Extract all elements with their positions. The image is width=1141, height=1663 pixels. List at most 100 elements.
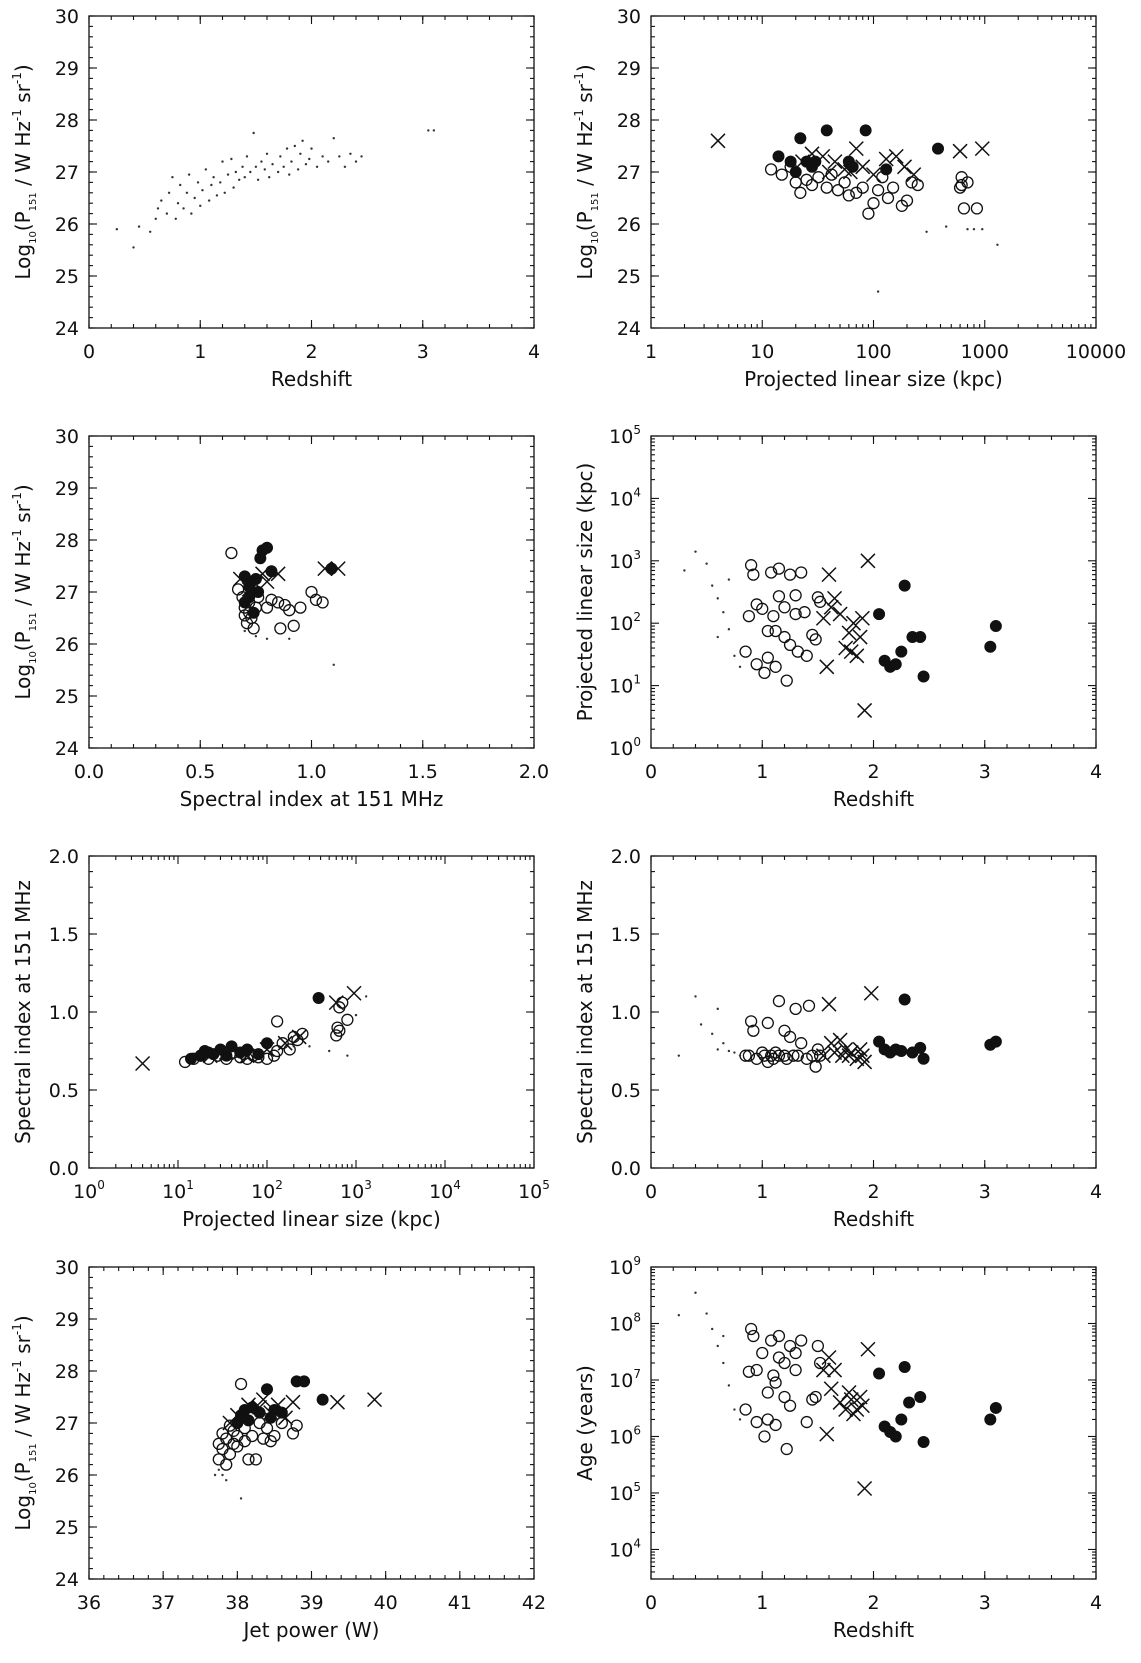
data-point-open xyxy=(871,184,885,197)
data-point-dot xyxy=(966,228,969,231)
y-tick-label: 2.0 xyxy=(611,846,641,868)
data-point-open xyxy=(789,1002,802,1016)
data-point-dot xyxy=(292,1045,295,1048)
x-axis-label: Projected linear size (kpc) xyxy=(182,1207,441,1231)
data-point-filled xyxy=(859,124,872,137)
data-point-open xyxy=(274,622,287,635)
y-tick-label: 29 xyxy=(55,58,79,80)
y-axis-label: Log10(P151 / W Hz-1 sr-1) xyxy=(10,1315,39,1530)
y-axis-label: Log10(P151 / W Hz-1 sr-1) xyxy=(10,484,39,699)
data-point-open xyxy=(780,1052,793,1065)
x-tick-label: 1.0 xyxy=(296,761,326,783)
data-point-cross xyxy=(854,1398,870,1414)
data-point-filled xyxy=(298,1375,311,1388)
data-point-dot xyxy=(346,1054,349,1057)
data-point-open xyxy=(747,1024,760,1037)
data-point-open xyxy=(811,1043,825,1056)
data-point-filled xyxy=(794,132,807,145)
data-point-open xyxy=(758,1430,771,1443)
data-point-open xyxy=(260,1052,274,1065)
data-point-filled xyxy=(772,150,785,163)
data-point-cross xyxy=(135,1055,151,1072)
data-point-filled xyxy=(261,1383,273,1396)
data-point-cross xyxy=(367,1392,383,1408)
data-point-cross xyxy=(827,1045,843,1061)
data-point-dot xyxy=(308,157,311,161)
y-tick-label: 30 xyxy=(55,426,79,448)
y-tick-label: 24 xyxy=(55,738,79,760)
data-point-open xyxy=(791,1049,804,1062)
data-point-open xyxy=(905,176,918,189)
data-point-open xyxy=(961,176,974,189)
data-point-open xyxy=(761,624,774,638)
data-point-filled xyxy=(917,1052,930,1065)
x-tick-label: 4 xyxy=(1090,1181,1102,1203)
y-tick-label: 109 xyxy=(609,1254,641,1279)
data-point-dot xyxy=(321,155,324,158)
plot-frame xyxy=(88,15,535,329)
data-point-dot xyxy=(354,160,358,163)
data-point-open xyxy=(802,999,816,1012)
x-tick-label: 36 xyxy=(77,1592,101,1614)
data-point-open xyxy=(283,604,296,617)
x-tick-label: 3 xyxy=(417,341,429,363)
data-point-dot xyxy=(308,1045,311,1048)
data-point-open xyxy=(820,181,833,194)
scatter-panel-1: 0 1 2 3 4 24 25 26 27 28 29 30 Redshift Log10(P151 / … xyxy=(10,6,540,391)
data-point-cross xyxy=(821,996,837,1012)
data-point-open xyxy=(252,1051,265,1064)
data-point-open xyxy=(744,1015,758,1028)
data-point-open xyxy=(778,1356,791,1370)
data-point-open xyxy=(789,1346,802,1360)
x-axis-label: Spectral index at 151 MHz xyxy=(180,787,444,811)
y-tick-label: 0.0 xyxy=(49,1158,79,1180)
data-point-cross xyxy=(974,141,990,157)
data-point-filled xyxy=(914,1041,927,1054)
x-tick-label: 4 xyxy=(528,341,540,363)
data-point-dot xyxy=(677,1054,681,1057)
x-tick-label: 0 xyxy=(645,761,657,783)
data-point-open xyxy=(286,1427,300,1440)
data-point-dot xyxy=(282,165,285,168)
data-point-open xyxy=(772,590,786,603)
data-point-open xyxy=(761,1386,774,1399)
data-point-open xyxy=(800,1415,813,1429)
data-point-cross xyxy=(823,599,839,615)
y-axis-label: Projected linear size (kpc) xyxy=(573,463,597,722)
plot-frame xyxy=(88,1266,535,1580)
x-tick-label: 4 xyxy=(1090,761,1102,783)
data-point-cross xyxy=(821,164,837,180)
data-point-open xyxy=(881,191,895,205)
data-point-cross xyxy=(854,610,870,626)
data-point-open xyxy=(742,1049,756,1062)
data-point-dot xyxy=(254,165,258,168)
data-point-dot xyxy=(213,1473,217,1477)
data-point-dot xyxy=(225,1479,228,1482)
data-point-cross xyxy=(863,985,879,1001)
data-point-open xyxy=(747,568,760,581)
data-point-open xyxy=(957,202,971,215)
data-point-dot xyxy=(705,562,708,565)
data-point-open xyxy=(778,630,791,644)
data-point-cross xyxy=(346,985,362,1001)
data-point-open xyxy=(251,591,265,604)
data-point-dot xyxy=(738,1418,742,1421)
data-point-open xyxy=(761,1016,774,1030)
data-point-filled xyxy=(989,1035,1002,1048)
data-point-dot xyxy=(727,1049,731,1053)
data-point-dot xyxy=(260,160,263,163)
y-tick-label: 26 xyxy=(55,634,79,656)
data-point-cross xyxy=(845,615,862,631)
data-point-open xyxy=(795,1334,808,1347)
data-point-open xyxy=(806,1393,819,1406)
data-point-open xyxy=(290,1419,303,1432)
scatter-panel-4: 0 1 2 3 4 100 101 102 103 104 105 Redshift Projected… xyxy=(573,423,1102,811)
y-tick-label: 2.0 xyxy=(49,846,79,868)
data-point-cross xyxy=(849,648,865,664)
y-tick-label: 25 xyxy=(55,266,79,288)
data-point-dot xyxy=(338,155,341,158)
data-point-filled xyxy=(820,124,833,137)
x-tick-label: 3 xyxy=(979,1592,991,1614)
data-point-dot xyxy=(301,139,304,142)
data-point-dot xyxy=(154,217,157,220)
